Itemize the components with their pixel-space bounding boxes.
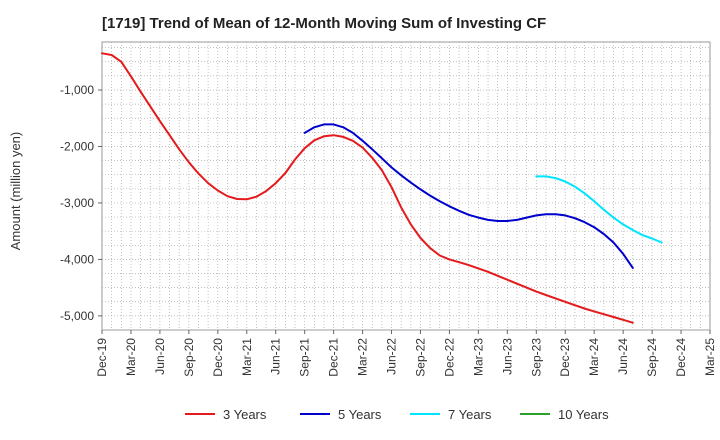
x-tick-label: Dec-23 bbox=[558, 338, 572, 377]
x-tick-label: Sep-20 bbox=[182, 338, 196, 377]
x-tick-label: Mar-21 bbox=[240, 338, 254, 376]
x-tick-label: Mar-22 bbox=[356, 338, 370, 376]
x-tick-label: Sep-22 bbox=[413, 338, 427, 377]
y-tick-label: -3,000 bbox=[60, 196, 94, 210]
legend-label: 5 Years bbox=[338, 407, 382, 422]
x-tick-label: Dec-19 bbox=[95, 338, 109, 377]
x-tick-label: Jun-22 bbox=[385, 338, 399, 375]
y-tick-label: -5,000 bbox=[60, 309, 94, 323]
y-tick-label: -1,000 bbox=[60, 83, 94, 97]
x-tick-label: Dec-24 bbox=[674, 338, 688, 377]
x-tick-label: Jun-24 bbox=[616, 338, 630, 375]
x-axis-ticks: Dec-19 Mar-20 Jun-20 Sep-20 Dec-20 Mar-21 Jun-… bbox=[95, 330, 717, 377]
x-tick-label: Jun-20 bbox=[153, 338, 167, 375]
y-tick-label: -2,000 bbox=[60, 139, 94, 153]
plot-area bbox=[101, 41, 711, 331]
legend-label: 10 Years bbox=[558, 407, 609, 422]
series-lines bbox=[101, 52, 663, 324]
x-tick-label: Mar-25 bbox=[703, 338, 717, 376]
y-axis-ticks: -1,000 -2,000 -3,000 -4,000 -5,000 bbox=[60, 83, 102, 323]
x-tick-label: Jun-21 bbox=[269, 338, 283, 375]
x-tick-label: Mar-24 bbox=[587, 338, 601, 376]
chart-title: [1719] Trend of Mean of 12-Month Moving … bbox=[102, 15, 546, 32]
legend-label: 7 Years bbox=[448, 407, 492, 422]
x-tick-label: Dec-20 bbox=[211, 338, 225, 377]
series-line-7-years bbox=[535, 175, 663, 244]
y-tick-label: -4,000 bbox=[60, 252, 94, 266]
x-tick-label: Sep-24 bbox=[645, 338, 659, 377]
legend-label: 3 Years bbox=[223, 407, 267, 422]
series-line-5-years bbox=[303, 123, 634, 269]
legend: 3 Years 5 Years 7 Years 10 Years bbox=[185, 407, 609, 422]
grid-lines bbox=[102, 42, 710, 331]
x-tick-label: Jun-23 bbox=[500, 338, 514, 375]
x-tick-label: Mar-20 bbox=[124, 338, 138, 376]
x-tick-label: Dec-22 bbox=[442, 338, 456, 377]
x-tick-label: Sep-23 bbox=[529, 338, 543, 377]
x-tick-label: Sep-21 bbox=[298, 338, 312, 377]
x-tick-label: Mar-23 bbox=[471, 338, 485, 376]
y-axis-label: Amount (million yen) bbox=[8, 132, 23, 251]
x-tick-label: Dec-21 bbox=[327, 338, 341, 377]
series-line-3-years bbox=[101, 52, 634, 324]
